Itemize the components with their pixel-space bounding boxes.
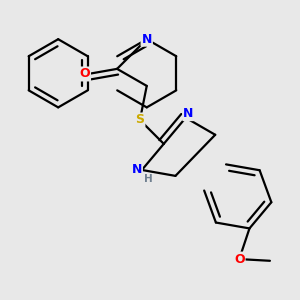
Text: O: O	[234, 253, 244, 266]
Text: S: S	[135, 113, 144, 127]
Text: N: N	[142, 33, 152, 46]
Text: N: N	[132, 164, 142, 176]
Text: O: O	[80, 68, 90, 80]
Text: N: N	[183, 107, 194, 120]
Text: H: H	[144, 174, 153, 184]
